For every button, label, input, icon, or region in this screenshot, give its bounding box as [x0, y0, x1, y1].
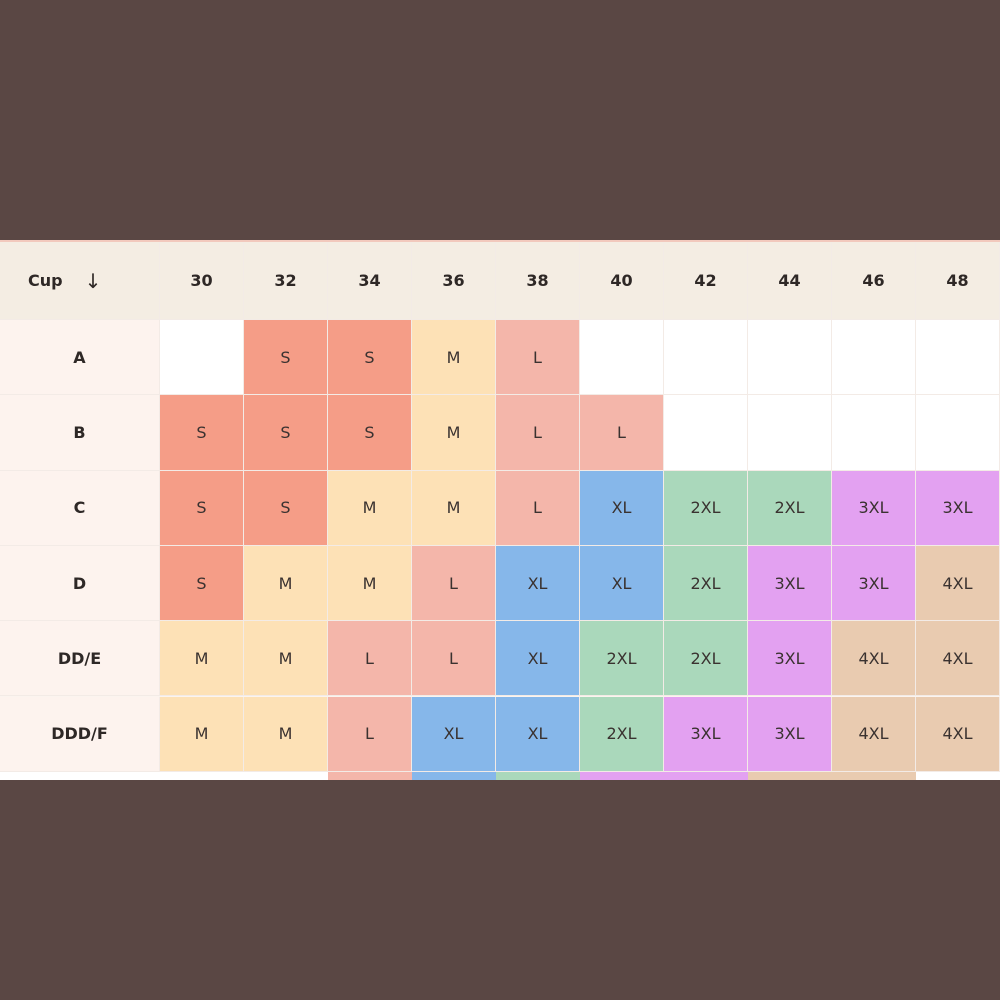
size-cell: S: [328, 320, 412, 396]
band-header: 38: [496, 242, 580, 320]
band-header: 36: [412, 242, 496, 320]
size-cell: 2XL: [664, 470, 748, 546]
row-fragment: [328, 772, 412, 780]
size-cell: S: [328, 395, 412, 471]
cup-header: C: [0, 470, 160, 546]
size-cell: L: [496, 470, 580, 546]
size-cell: XL: [496, 696, 580, 772]
cup-label: Cup: [28, 271, 63, 290]
size-cell: M: [160, 696, 244, 772]
size-cell: [664, 395, 748, 471]
size-cell: M: [160, 621, 244, 697]
size-cell: M: [328, 545, 412, 622]
size-cell: 3XL: [748, 545, 832, 622]
size-cell: S: [160, 545, 244, 622]
size-cell: [748, 320, 832, 396]
band-header: 48: [916, 242, 1000, 320]
size-cell: S: [160, 395, 244, 471]
size-cell: 4XL: [916, 545, 1000, 622]
size-cell: XL: [580, 545, 664, 622]
band-header: 40: [580, 242, 664, 320]
size-cell: [832, 395, 916, 471]
size-cell: M: [328, 470, 412, 546]
size-cell: [160, 320, 244, 396]
size-cell: 2XL: [664, 621, 748, 697]
size-cell: L: [412, 545, 496, 622]
band-header: 32: [244, 242, 328, 320]
size-cell: L: [496, 320, 580, 396]
size-cell: L: [580, 395, 664, 471]
row-fragment: [0, 772, 328, 780]
size-table: Cup ↓ 30 32 34 36 38 40 42 44 46 48 A S S M L B S S S M L L C S S M…: [0, 240, 1000, 780]
band-header: 46: [832, 242, 916, 320]
size-cell: 2XL: [748, 470, 832, 546]
size-cell: 3XL: [916, 470, 1000, 546]
size-cell: 4XL: [832, 621, 916, 697]
size-cell: M: [244, 621, 328, 697]
cup-header: DDD/F: [0, 696, 160, 772]
band-header: 30: [160, 242, 244, 320]
size-cell: 2XL: [580, 621, 664, 697]
size-cell: [748, 395, 832, 471]
size-cell: L: [328, 621, 412, 697]
size-cell: 4XL: [916, 696, 1000, 772]
size-cell: S: [244, 320, 328, 396]
size-cell: [832, 320, 916, 396]
size-cell: [580, 320, 664, 396]
size-cell: 3XL: [832, 545, 916, 622]
size-cell: 4XL: [916, 621, 1000, 697]
row-fragment: [580, 772, 748, 780]
band-header: 42: [664, 242, 748, 320]
size-cell: M: [244, 696, 328, 772]
size-cell: M: [244, 545, 328, 622]
size-cell: 3XL: [748, 696, 832, 772]
cup-header: A: [0, 320, 160, 396]
size-cell: [916, 320, 1000, 396]
size-cell: XL: [412, 696, 496, 772]
cup-header: B: [0, 395, 160, 471]
size-cell: S: [244, 395, 328, 471]
size-cell: [664, 320, 748, 396]
size-cell: L: [412, 621, 496, 697]
size-cell: 2XL: [664, 545, 748, 622]
band-header: 44: [748, 242, 832, 320]
size-cell: XL: [496, 621, 580, 697]
size-cell: XL: [496, 545, 580, 622]
size-cell: 4XL: [832, 696, 916, 772]
size-cell: L: [496, 395, 580, 471]
header-cup: Cup ↓: [0, 242, 160, 320]
size-cell: [916, 395, 1000, 471]
band-header: 34: [328, 242, 412, 320]
size-cell: M: [412, 395, 496, 471]
size-cell: 3XL: [664, 696, 748, 772]
size-cell: S: [160, 470, 244, 546]
row-fragment: [496, 772, 580, 780]
size-cell: 3XL: [832, 470, 916, 546]
size-cell: M: [412, 320, 496, 396]
size-cell: 2XL: [580, 696, 664, 772]
sort-arrow[interactable]: ↓: [84, 268, 102, 293]
size-cell: XL: [580, 470, 664, 546]
row-fragment: [412, 772, 496, 780]
size-cell: L: [328, 696, 412, 772]
size-cell: S: [244, 470, 328, 546]
cup-header: D: [0, 545, 160, 622]
row-fragment: [916, 772, 1000, 780]
size-cell: 3XL: [748, 621, 832, 697]
cup-header: DD/E: [0, 621, 160, 697]
size-cell: M: [412, 470, 496, 546]
row-fragment: [748, 772, 916, 780]
